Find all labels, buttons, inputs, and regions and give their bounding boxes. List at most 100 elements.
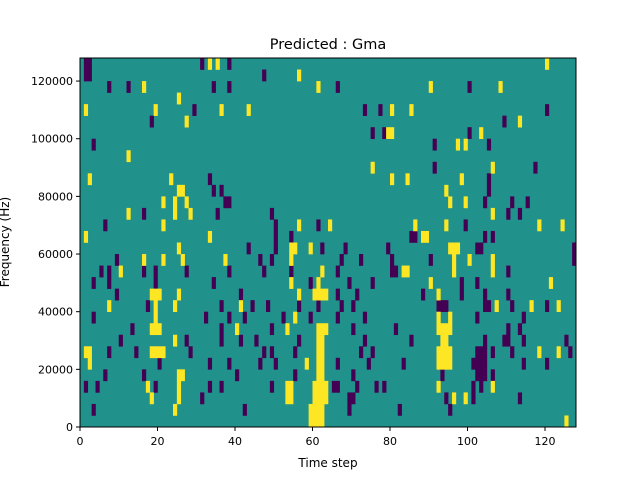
heatmap-cell-high bbox=[490, 207, 495, 220]
heatmap-cell-low bbox=[126, 81, 131, 93]
heatmap-cell-high bbox=[436, 311, 441, 324]
heatmap-cell-high bbox=[238, 300, 244, 312]
heatmap-cell-high bbox=[223, 254, 228, 266]
x-axis: 0 20 40 60 80 100 120 bbox=[77, 427, 556, 448]
heatmap-cell-low bbox=[506, 207, 511, 220]
heatmap-cell-high bbox=[118, 265, 123, 278]
heatmap-cell-low bbox=[335, 357, 340, 370]
heatmap-cell-low bbox=[490, 346, 495, 359]
heatmap-cell-high bbox=[161, 196, 166, 209]
heatmap-cell-high bbox=[452, 254, 457, 266]
heatmap-cell-high bbox=[490, 161, 495, 174]
heatmap-cell-high bbox=[537, 219, 542, 232]
heatmap-cell-low bbox=[157, 357, 162, 370]
heatmap-cell-low bbox=[382, 127, 387, 140]
heatmap-cell-low bbox=[506, 288, 511, 301]
heatmap-cell-low bbox=[335, 288, 340, 301]
heatmap-cell-low bbox=[83, 58, 92, 70]
heatmap-cell-high bbox=[413, 219, 418, 232]
x-tick-label: 120 bbox=[535, 435, 556, 448]
heatmap-cell-high bbox=[161, 254, 166, 266]
heatmap-cell-low bbox=[545, 300, 550, 312]
y-tick-label: 20000 bbox=[38, 363, 73, 376]
heatmap-cell-low bbox=[359, 254, 364, 266]
heatmap-cell-low bbox=[266, 300, 271, 312]
heatmap-cell-low bbox=[475, 311, 480, 324]
heatmap-cell-low bbox=[517, 392, 523, 405]
heatmap-cell-low bbox=[335, 311, 340, 324]
heatmap-cell-low bbox=[273, 357, 278, 370]
heatmap-cell-high bbox=[390, 173, 395, 186]
heatmap-cell-high bbox=[479, 127, 484, 140]
heatmap-cell-high bbox=[145, 380, 151, 393]
heatmap-cell-low bbox=[91, 403, 96, 416]
heatmap-cell-high bbox=[328, 219, 333, 232]
heatmap-cell-high bbox=[556, 346, 561, 359]
heatmap-cell-high bbox=[87, 357, 92, 370]
heatmap-cell-high bbox=[149, 323, 162, 336]
heatmap-cell-low bbox=[91, 277, 96, 289]
heatmap-cell-high bbox=[312, 288, 329, 301]
heatmap-cell-high bbox=[126, 150, 131, 163]
heatmap-cell-low bbox=[475, 346, 488, 359]
heatmap-cell-high bbox=[176, 92, 182, 105]
heatmap-cell-low bbox=[99, 265, 104, 278]
heatmap-cell-high bbox=[83, 230, 89, 243]
heatmap-cell-low bbox=[432, 161, 437, 174]
heatmap-cell-low bbox=[390, 265, 399, 278]
heatmap-cell-low bbox=[343, 242, 348, 255]
heatmap-cell-high bbox=[370, 161, 375, 174]
heatmap-cell-low bbox=[366, 357, 371, 370]
heatmap-cell-high bbox=[320, 265, 325, 278]
y-tick-label: 0 bbox=[66, 421, 73, 434]
heatmap-cell-low bbox=[273, 242, 278, 255]
heatmap-cell-low bbox=[297, 334, 302, 347]
heatmap-cell-low bbox=[351, 300, 356, 312]
heatmap-cell-low bbox=[572, 254, 577, 266]
heatmap-cell-high bbox=[246, 104, 251, 116]
heatmap-cell-low bbox=[486, 173, 492, 186]
heatmap-cell-low bbox=[211, 81, 216, 93]
heatmap-cell-low bbox=[262, 346, 267, 359]
heatmap-cell-high bbox=[560, 219, 565, 232]
heatmap-cell-low bbox=[145, 300, 151, 312]
heatmap-cell-low bbox=[355, 380, 360, 393]
heatmap-cell-low bbox=[107, 81, 112, 93]
heatmap-cell-low bbox=[521, 357, 526, 370]
heatmap-cell-high bbox=[169, 173, 174, 186]
x-tick-label: 60 bbox=[306, 435, 320, 448]
heatmap-cells bbox=[80, 58, 577, 428]
heatmap-cell-low bbox=[475, 242, 484, 255]
heatmap-cell-high bbox=[297, 219, 302, 232]
heatmap-cell-low bbox=[409, 334, 414, 347]
heatmap-cell-low bbox=[351, 369, 356, 382]
heatmap-cell-low bbox=[219, 334, 224, 347]
heatmap-cell-low bbox=[351, 323, 356, 336]
heatmap-cell-low bbox=[335, 265, 340, 278]
heatmap-cell-low bbox=[401, 357, 406, 370]
heatmap-cell-low bbox=[118, 334, 123, 347]
heatmap-cell-high bbox=[316, 369, 325, 382]
heatmap-cell-high bbox=[176, 288, 182, 301]
heatmap-cell-low bbox=[370, 127, 375, 140]
heatmap-cell-low bbox=[382, 380, 387, 393]
heatmap-cell-low bbox=[107, 265, 112, 278]
heatmap-cell-low bbox=[219, 323, 224, 336]
heatmap-cell-high bbox=[184, 115, 189, 128]
heatmap-cell-low bbox=[320, 242, 325, 255]
heatmap-cell-low bbox=[490, 369, 495, 382]
y-tick-label: 120000 bbox=[31, 75, 73, 88]
heatmap-cell-low bbox=[223, 196, 232, 209]
heatmap-cell-low bbox=[83, 380, 89, 393]
heatmap-cell-low bbox=[250, 300, 255, 312]
heatmap-cell-low bbox=[475, 277, 480, 289]
heatmap-cell-low bbox=[517, 207, 523, 220]
heatmap-cell-low bbox=[347, 277, 352, 289]
heatmap-cell-low bbox=[486, 138, 492, 151]
heatmap-cell-high bbox=[176, 184, 185, 197]
heatmap-cell-high bbox=[176, 380, 182, 393]
heatmap-cell-low bbox=[142, 369, 147, 382]
heatmap-cell-high bbox=[161, 219, 166, 232]
heatmap-cell-high bbox=[153, 104, 158, 116]
heatmap-cell-low bbox=[192, 104, 197, 116]
